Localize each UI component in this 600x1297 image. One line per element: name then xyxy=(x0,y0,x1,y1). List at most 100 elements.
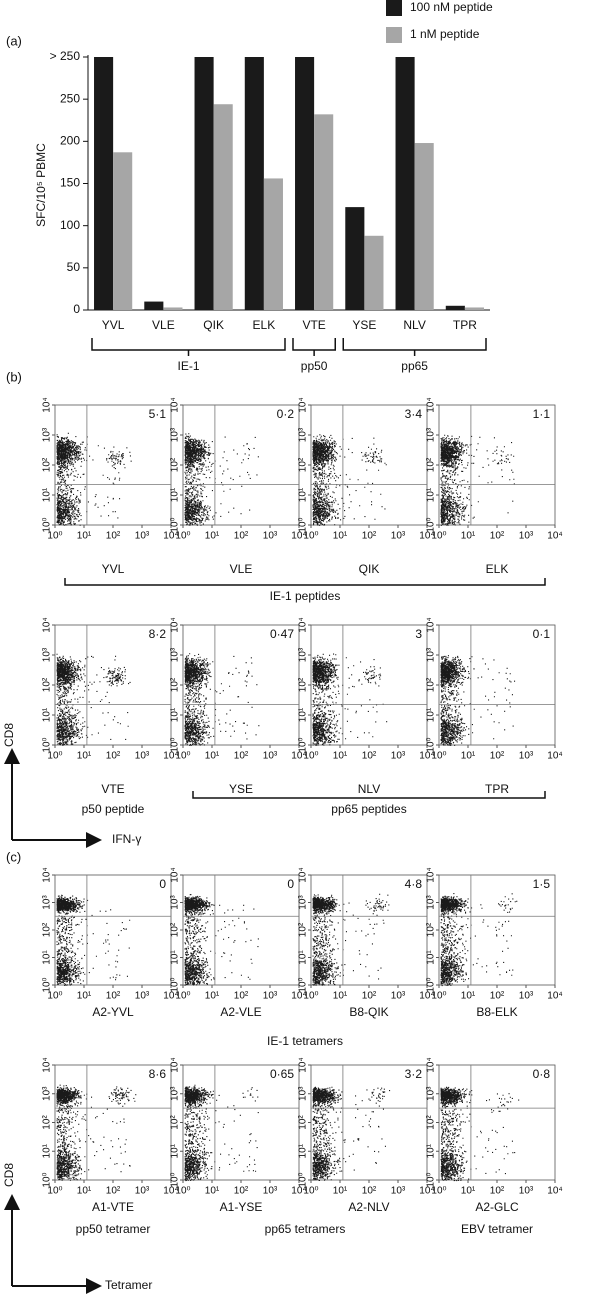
plot-name: TPR xyxy=(485,782,509,796)
y-tick-label: 10⁰ xyxy=(42,1172,53,1187)
y-tick-label: 10⁴ xyxy=(42,617,53,632)
y-tick-label: 10⁰ xyxy=(298,1172,309,1187)
x-tick-label: 10² xyxy=(362,531,377,542)
x-tick-label: 10³ xyxy=(263,991,278,1002)
y-tick-label: 10⁰ xyxy=(42,977,53,992)
y-tick-label: 10⁴ xyxy=(170,397,181,412)
x-tick-label: 10² xyxy=(490,751,505,762)
y-tick-label: 10³ xyxy=(298,1086,309,1101)
x-tick-label: YSE xyxy=(352,318,376,332)
plot-name: NLV xyxy=(358,782,380,796)
x-tick-label: 10² xyxy=(106,1186,121,1197)
x-tick-label: 10² xyxy=(362,1186,377,1197)
x-tick-label: 10¹ xyxy=(205,751,220,762)
y-tick-label: 10¹ xyxy=(42,1143,53,1158)
dot-cloud xyxy=(312,893,390,986)
y-axis-label: SFC/10⁵ PBMC xyxy=(34,143,48,227)
dot-cloud xyxy=(56,432,132,526)
x-tick-label: 10³ xyxy=(519,1186,534,1197)
y-tick-label: 10² xyxy=(170,922,181,937)
quadrant-percent: 0·8 xyxy=(533,1067,551,1081)
bar xyxy=(94,57,114,310)
x-tick-label: 10⁰ xyxy=(303,751,318,762)
bar xyxy=(314,114,334,310)
dot-cloud xyxy=(184,894,259,986)
quadrant-percent: 3·4 xyxy=(405,407,423,421)
y-tick-label: 10⁰ xyxy=(170,977,181,992)
y-tick-label: 10⁴ xyxy=(42,1057,53,1072)
bar xyxy=(263,178,283,310)
dot-cloud xyxy=(312,434,387,526)
legend-label: 1 nM peptide xyxy=(410,27,480,41)
y-tick-label: 10⁰ xyxy=(170,517,181,532)
dot-cloud xyxy=(56,894,131,986)
y-tick-label: 10³ xyxy=(426,895,437,910)
y-tick-label: 10³ xyxy=(298,647,309,662)
y-tick-label: 10⁰ xyxy=(42,517,53,532)
caption: pp65 tetramers xyxy=(265,1222,346,1236)
x-tick-label: TPR xyxy=(453,318,477,332)
x-tick-label: 10⁰ xyxy=(175,531,190,542)
y-axis-label: CD8 xyxy=(2,1163,16,1187)
y-tick-label: 10⁰ xyxy=(298,517,309,532)
y-tick-label: 10² xyxy=(42,1115,53,1130)
y-tick-label: 10¹ xyxy=(170,707,181,722)
y-tick-label: 10¹ xyxy=(298,950,309,965)
x-tick-label: 10⁴ xyxy=(419,991,434,1002)
y-tick-label: 10³ xyxy=(426,1086,437,1101)
x-tick-label: 10² xyxy=(362,991,377,1002)
y-tick-label: 10⁰ xyxy=(170,1172,181,1187)
x-tick-label: 10³ xyxy=(135,751,150,762)
y-tick-label: 10² xyxy=(170,457,181,472)
quadrant-percent: 3 xyxy=(415,627,422,641)
caption: pp50 tetramer xyxy=(76,1222,151,1236)
y-tick-label: 10² xyxy=(170,677,181,692)
y-tick-label: 250 xyxy=(60,91,80,105)
x-tick-label: 10³ xyxy=(391,751,406,762)
y-tick-label: 10⁴ xyxy=(426,397,437,412)
y-tick-label: 10¹ xyxy=(426,950,437,965)
x-tick-label: 10¹ xyxy=(333,991,348,1002)
legend-label: 100 nM peptide xyxy=(410,0,493,14)
x-tick-label: 10² xyxy=(106,531,121,542)
x-tick-label: 10³ xyxy=(263,531,278,542)
x-tick-label: 10¹ xyxy=(461,1186,476,1197)
x-tick-label: 10¹ xyxy=(205,1186,220,1197)
x-tick-label: 10³ xyxy=(519,751,534,762)
axis-arrows xyxy=(11,752,98,841)
y-tick-label: 10⁰ xyxy=(426,737,437,752)
y-tick-label: 10⁴ xyxy=(170,617,181,632)
caption-bracket xyxy=(192,791,546,799)
y-tick-label: 10³ xyxy=(170,427,181,442)
quadrant-percent: 0 xyxy=(287,877,294,891)
x-tick-label: VTE xyxy=(302,318,325,332)
x-tick-label: 10³ xyxy=(263,1186,278,1197)
y-tick-label: 10² xyxy=(426,922,437,937)
bar xyxy=(113,152,133,310)
quadrant-percent: 3·2 xyxy=(405,1067,423,1081)
x-tick-label: 10⁴ xyxy=(547,751,562,762)
y-tick-label: 10² xyxy=(426,1115,437,1130)
bar xyxy=(144,301,164,310)
group-bracket xyxy=(292,338,336,356)
x-tick-label: 10³ xyxy=(263,751,278,762)
x-tick-label: 10⁰ xyxy=(431,531,446,542)
x-tick-label: 10⁰ xyxy=(175,991,190,1002)
x-tick-label: 10³ xyxy=(391,991,406,1002)
x-tick-label: ELK xyxy=(253,318,276,332)
dot-cloud xyxy=(440,1086,520,1182)
y-tick-label: > 250 xyxy=(50,49,81,63)
quadrant-percent: 0·1 xyxy=(533,627,551,641)
quadrant-percent: 8·6 xyxy=(149,1067,167,1081)
y-tick-label: 10³ xyxy=(426,647,437,662)
caption: pp65 peptides xyxy=(331,802,406,816)
y-tick-label: 150 xyxy=(60,176,80,190)
y-tick-label: 10³ xyxy=(426,427,437,442)
dot-cloud xyxy=(56,653,131,746)
quadrant-percent: 8·2 xyxy=(149,627,167,641)
x-tick-label: 10² xyxy=(234,1186,249,1197)
legend-swatch xyxy=(386,0,402,16)
plot-name: YVL xyxy=(102,562,125,576)
legend-swatch xyxy=(386,27,402,43)
x-tick-label: 10³ xyxy=(135,1186,150,1197)
